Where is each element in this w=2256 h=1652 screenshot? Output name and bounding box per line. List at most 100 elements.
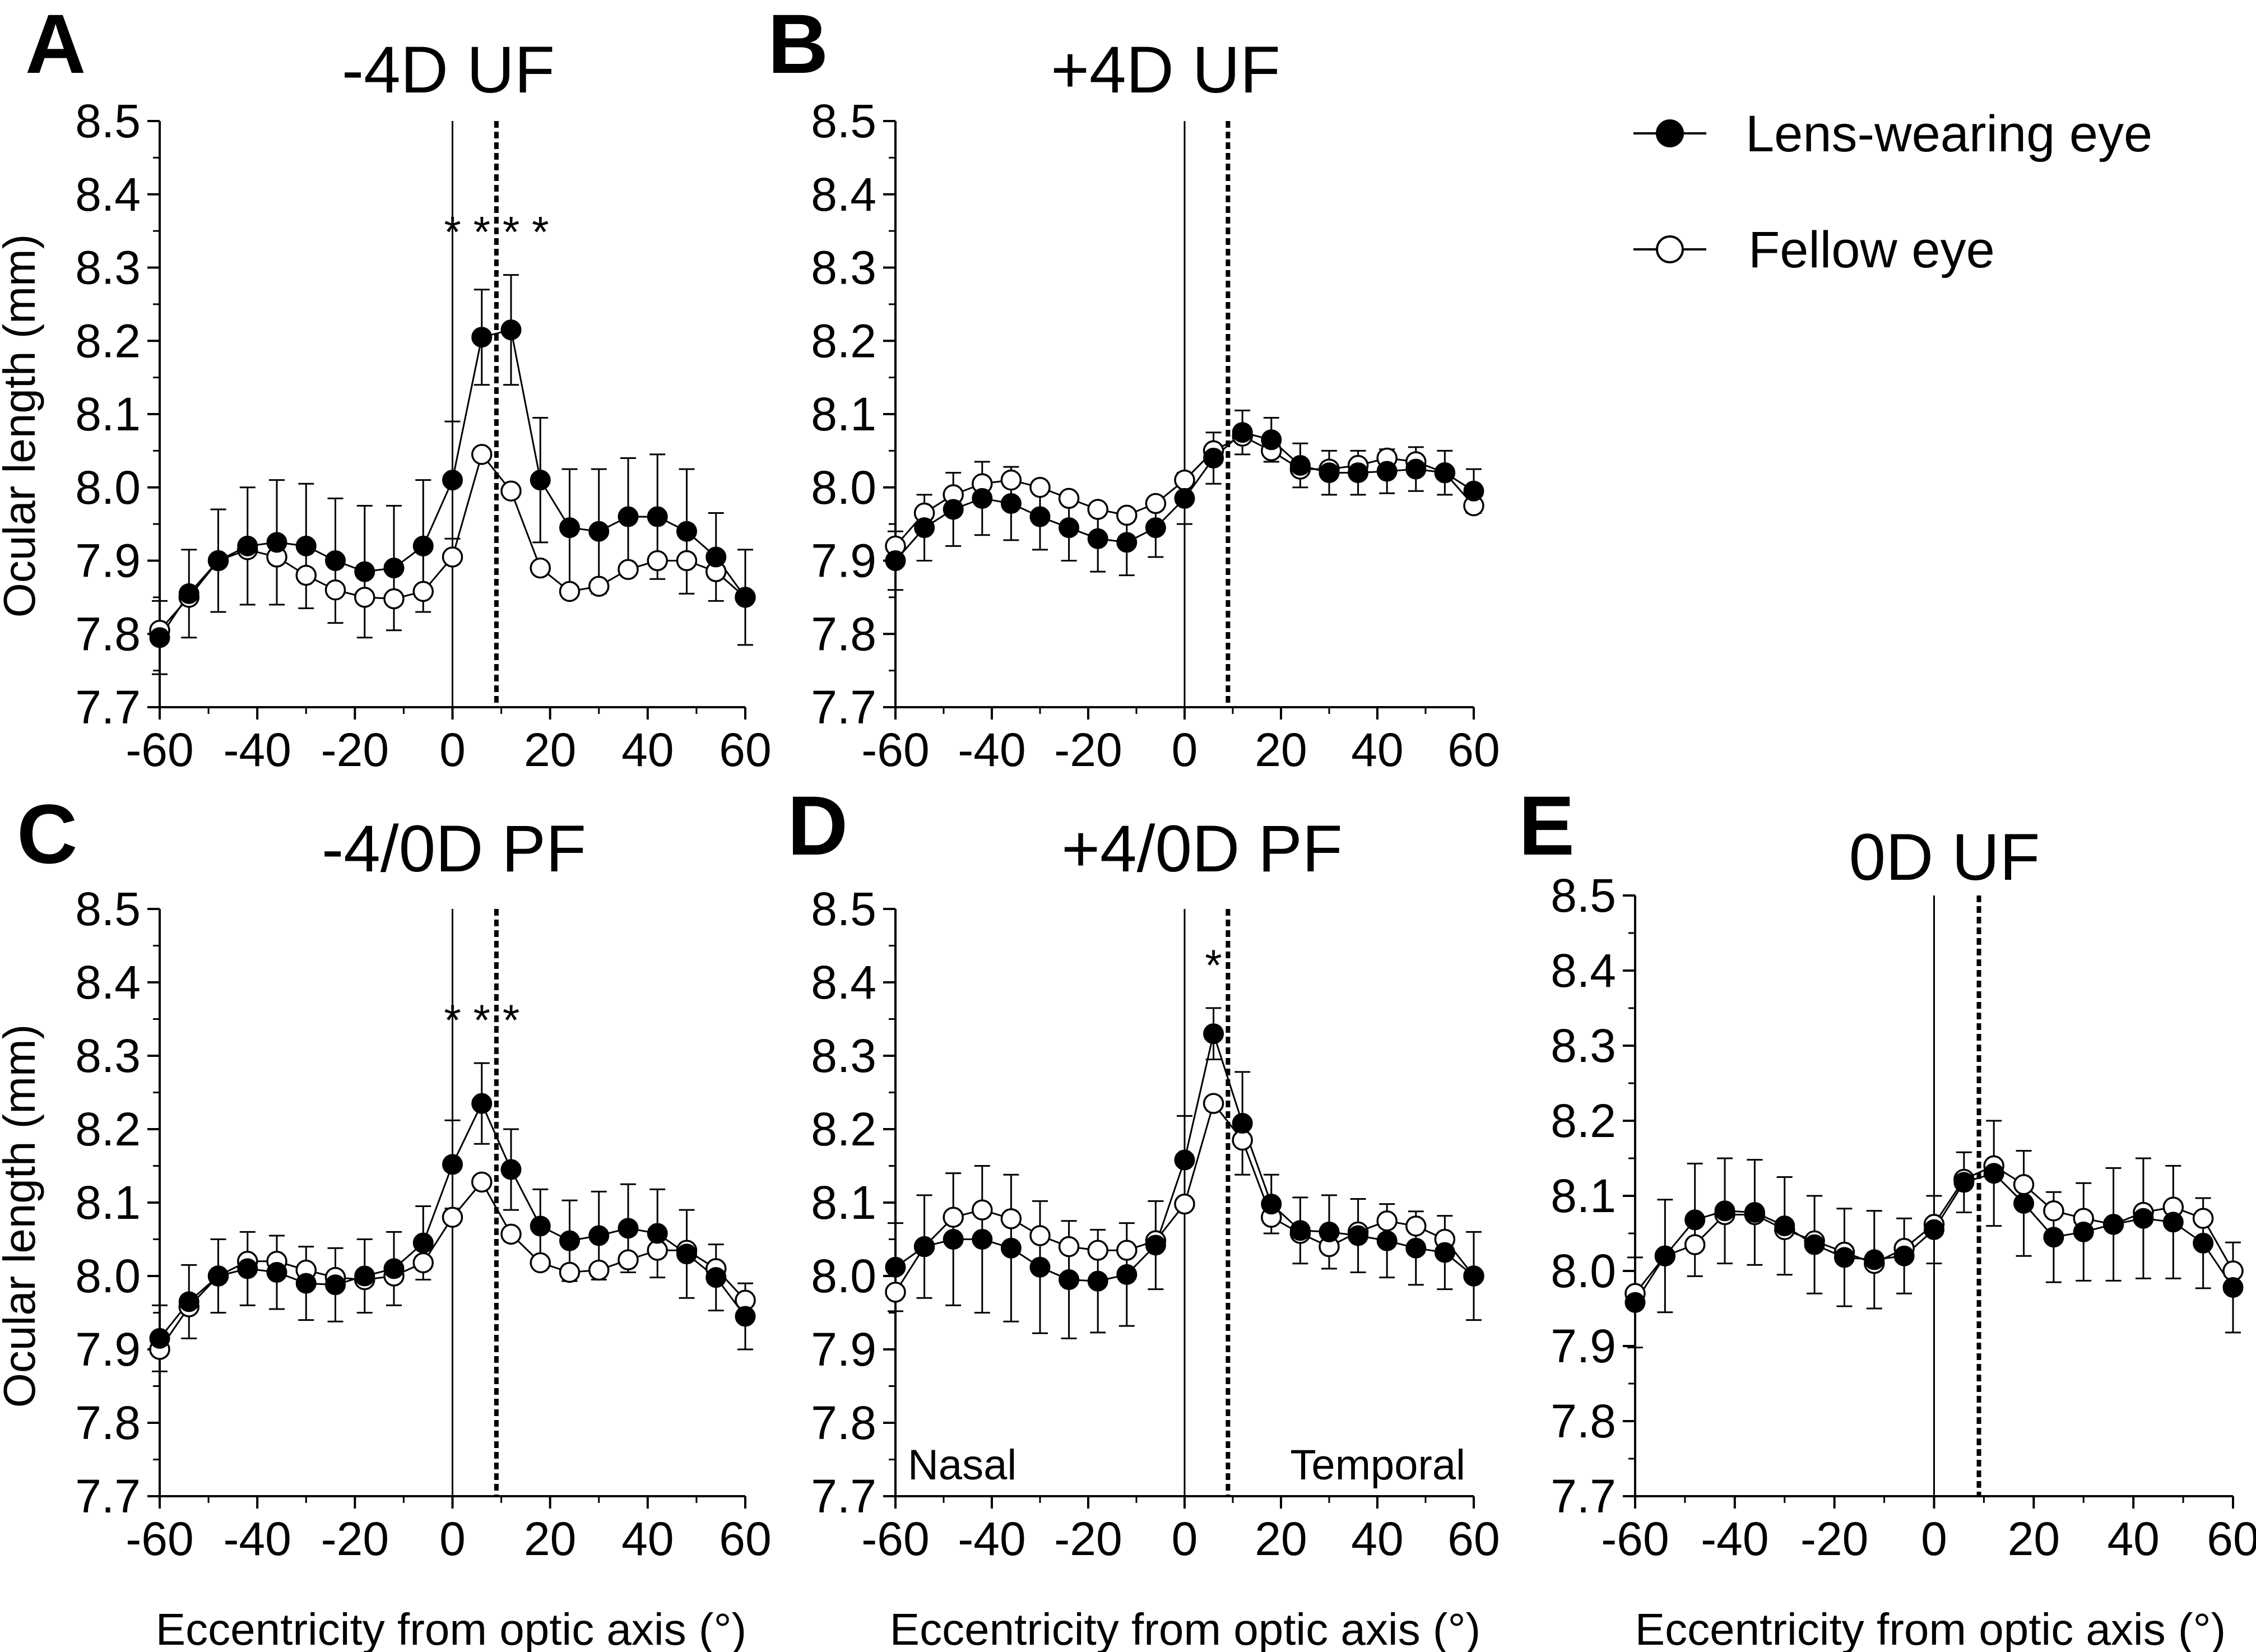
- panel-letter: C: [17, 787, 77, 881]
- fellow-eye-point: [1684, 1234, 1706, 1255]
- lens-eye-point: [2013, 1192, 2035, 1214]
- fellow-eye-point: [1000, 469, 1022, 491]
- lens-eye-point: [1116, 532, 1138, 553]
- lens-eye-point: [1203, 1023, 1224, 1045]
- fellow-eye-point: [1058, 1236, 1080, 1257]
- y-tick-label: 7.9: [75, 1323, 141, 1376]
- fellow-eye-point: [1405, 1215, 1427, 1237]
- y-tick-label: 8.3: [75, 1029, 141, 1082]
- fellow-eye-point: [885, 1282, 906, 1303]
- lens-eye-point: [972, 1229, 993, 1250]
- x-tick-label: -20: [1800, 1512, 1868, 1565]
- y-tick-label: 8.5: [811, 883, 876, 935]
- fellow-eye-point: [354, 587, 375, 608]
- panel-title: -4D UF: [342, 33, 555, 107]
- lens-eye-point: [1744, 1201, 1765, 1223]
- y-tick-label: 7.8: [811, 1396, 876, 1449]
- panel-letter: B: [768, 0, 828, 91]
- lens-eye-point: [1232, 1113, 1253, 1134]
- lens-eye-point: [1405, 458, 1427, 480]
- x-tick-label: -40: [1701, 1512, 1768, 1565]
- fellow-eye-point: [647, 550, 668, 572]
- y-tick-label: 7.9: [811, 535, 876, 587]
- lens-eye-point: [1232, 422, 1253, 443]
- y-tick-label: 8.2: [811, 1103, 876, 1156]
- fellow-eye-point: [1116, 1240, 1138, 1261]
- y-tick-label: 8.4: [1551, 944, 1616, 997]
- x-tick-label: -60: [861, 1512, 929, 1565]
- significance-star: *: [474, 207, 490, 257]
- fellow-eye-point: [559, 1261, 581, 1283]
- lens-eye-point: [1804, 1234, 1825, 1255]
- lens-eye-point: [885, 550, 906, 571]
- lens-eye-point: [1774, 1215, 1795, 1237]
- panel-letter: D: [787, 778, 848, 873]
- fellow-eye-point: [383, 588, 405, 610]
- lens-eye-point: [1000, 1237, 1022, 1259]
- x-tick-label: -60: [126, 1512, 193, 1565]
- x-tick-label: 20: [1255, 1512, 1307, 1565]
- y-tick-label: 7.9: [75, 535, 141, 587]
- lens-eye-point: [500, 1159, 522, 1180]
- y-tick-label: 7.7: [75, 1470, 141, 1523]
- y-tick-label: 7.8: [811, 607, 876, 660]
- fellow-eye-point: [588, 1259, 610, 1281]
- lens-eye-point: [1261, 429, 1282, 451]
- y-tick-label: 7.7: [811, 1470, 876, 1523]
- y-tick-label: 8.0: [75, 1250, 141, 1302]
- lens-eye-point: [885, 1256, 906, 1278]
- fellow-eye-point: [588, 576, 610, 597]
- panel-letter: E: [1519, 778, 1575, 873]
- lens-eye-point: [412, 535, 434, 556]
- fellow-eye-point: [471, 444, 493, 465]
- y-tick-label: 8.4: [75, 168, 141, 221]
- x-tick-label: -20: [321, 723, 389, 776]
- y-tick-label: 8.0: [811, 461, 876, 514]
- fellow-eye-point: [1174, 469, 1195, 491]
- lens-eye-point: [943, 1229, 964, 1250]
- lens-eye-point: [1953, 1172, 1975, 1193]
- x-tick-label: 40: [621, 1512, 674, 1565]
- lens-eye-point: [705, 546, 727, 568]
- y-tick-label: 8.3: [811, 242, 876, 294]
- x-tick-label: 60: [2207, 1512, 2256, 1565]
- significance-star: *: [503, 207, 519, 257]
- temporal-annotation: Temporal: [1290, 1441, 1465, 1489]
- legend-open-marker: [1656, 235, 1684, 263]
- lens-eye-point: [1714, 1200, 1735, 1222]
- plot-area: 7.7 7.8 7.9 8.0 8.1 8.2 8.3 8.4 8.5 -60 -40 -20 0 20 4…: [811, 883, 1500, 1565]
- lens-eye-point: [676, 521, 697, 542]
- x-axis-label: Eccentricity from optic axis (°): [890, 1604, 1480, 1652]
- lens-eye-point: [559, 517, 580, 539]
- panel-title: -4/0D PF: [322, 812, 586, 886]
- lens-eye-point: [1029, 1256, 1051, 1278]
- lens-eye-point: [442, 1154, 463, 1175]
- lens-eye-point: [914, 517, 935, 539]
- significance-star: *: [503, 995, 519, 1045]
- lens-eye-point: [412, 1232, 434, 1254]
- y-tick-label: 8.1: [1551, 1170, 1616, 1222]
- panel-c: C -4/0D PF Ocular length (mm) Eccentrici…: [0, 787, 772, 1652]
- x-tick-label: 60: [719, 1512, 771, 1565]
- y-tick-label: 8.3: [811, 1029, 876, 1082]
- y-tick-label: 8.4: [75, 956, 141, 1009]
- lens-eye-point: [208, 1265, 229, 1287]
- lens-eye-point: [178, 583, 199, 604]
- lens-eye-point: [2193, 1232, 2214, 1254]
- lens-eye-point: [1405, 1237, 1427, 1259]
- x-tick-label: -40: [223, 723, 291, 776]
- lens-eye-point: [500, 319, 522, 341]
- fellow-eye-point: [412, 1252, 434, 1274]
- fellow-eye-point: [559, 581, 581, 602]
- lens-eye-point: [1463, 480, 1484, 502]
- lens-eye-point: [1087, 528, 1108, 549]
- y-tick-label: 8.3: [1551, 1019, 1616, 1072]
- lens-eye-point: [1924, 1219, 1944, 1240]
- lens-eye-point: [383, 558, 405, 579]
- lens-eye-point: [705, 1267, 727, 1288]
- lens-eye-point: [325, 1274, 346, 1296]
- lens-eye-point: [735, 587, 756, 608]
- lens-eye-point: [149, 1328, 170, 1349]
- lens-eye-point: [208, 550, 229, 571]
